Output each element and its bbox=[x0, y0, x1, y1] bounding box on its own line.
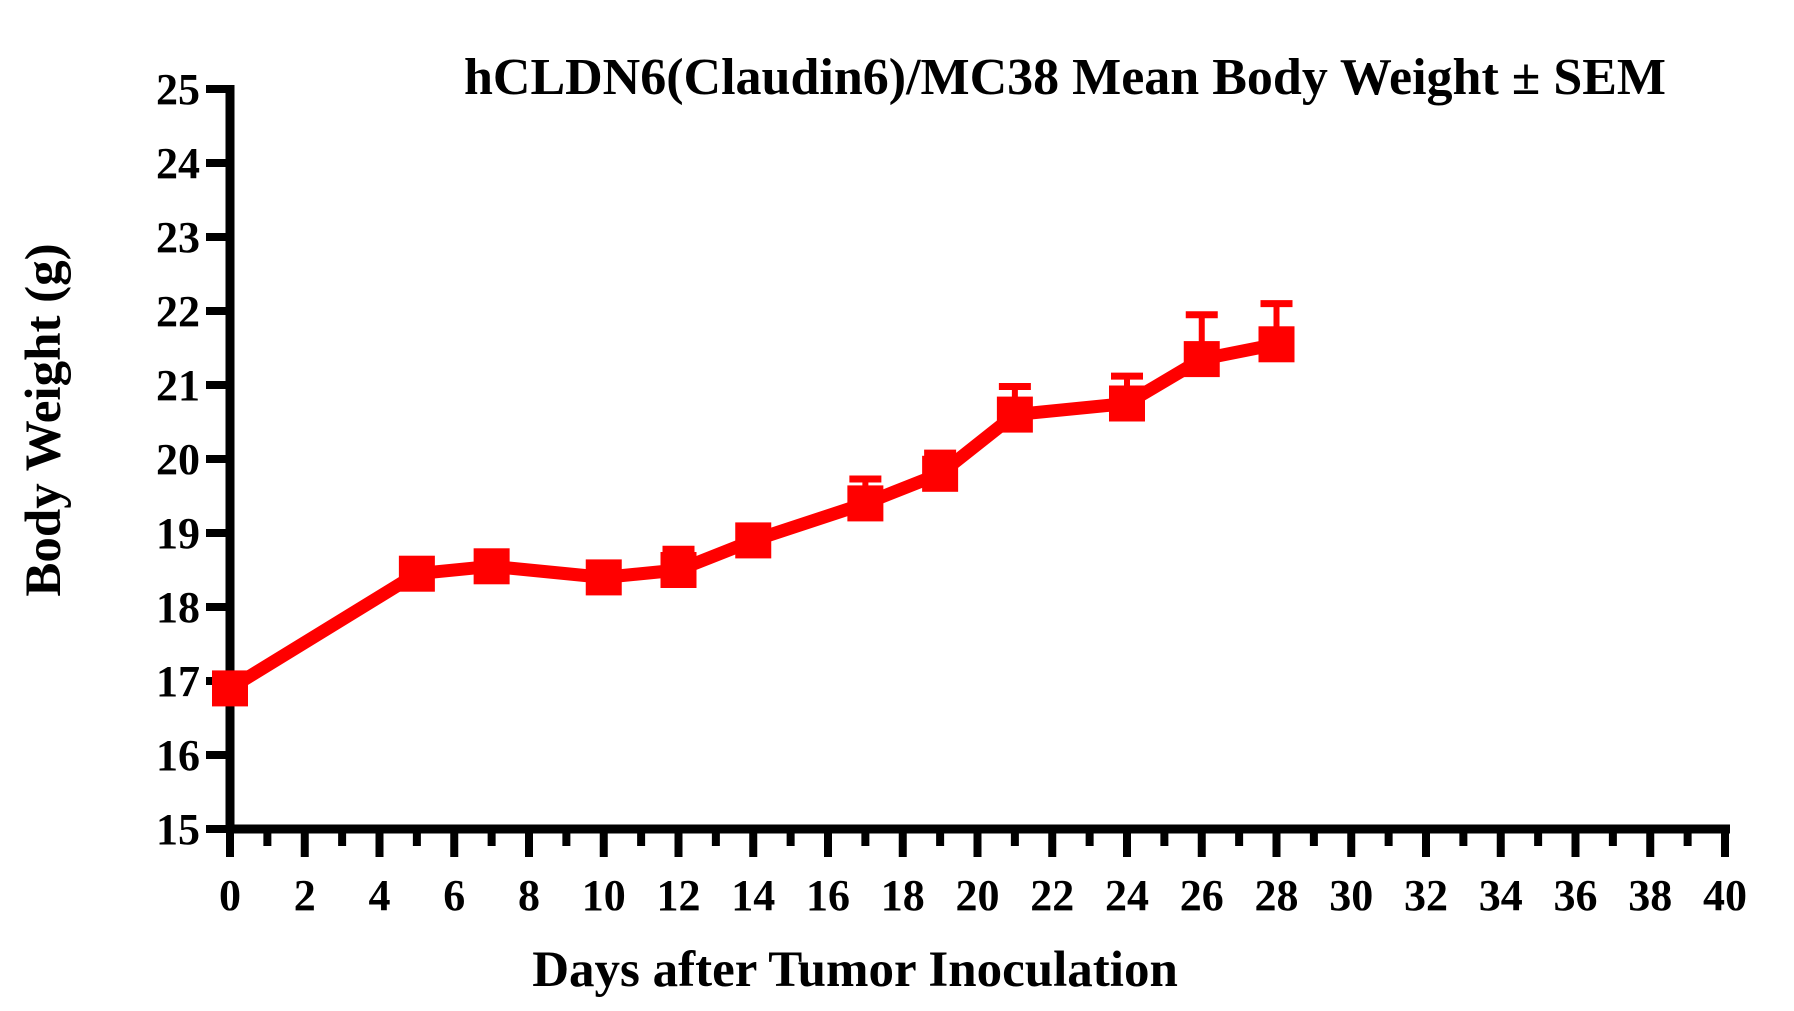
x-tick-label: 8 bbox=[518, 871, 540, 920]
data-point-marker bbox=[1258, 326, 1295, 363]
y-tick-label: 21 bbox=[156, 361, 200, 410]
x-tick-label: 16 bbox=[806, 871, 850, 920]
x-tick-label: 24 bbox=[1105, 871, 1149, 920]
y-axis-title: Body Weight (g) bbox=[16, 243, 72, 596]
y-tick-label: 23 bbox=[156, 213, 200, 262]
x-tick-label: 38 bbox=[1628, 871, 1672, 920]
x-tick-label: 6 bbox=[443, 871, 465, 920]
x-tick-label: 2 bbox=[294, 871, 316, 920]
x-tick-label: 20 bbox=[956, 871, 1000, 920]
x-tick-label: 12 bbox=[657, 871, 701, 920]
x-tick-label: 26 bbox=[1180, 871, 1224, 920]
y-tick-label: 16 bbox=[156, 731, 200, 780]
x-tick-label: 28 bbox=[1255, 871, 1299, 920]
x-axis-title: Days after Tumor Inoculation bbox=[532, 942, 1178, 998]
y-tick-label: 24 bbox=[156, 139, 200, 188]
data-point-marker bbox=[847, 485, 884, 522]
data-point-marker bbox=[1183, 341, 1220, 378]
chart-title: hCLDN6(Claudin6)/MC38 Mean Body Weight ±… bbox=[464, 49, 1666, 106]
x-tick-label: 4 bbox=[369, 871, 391, 920]
data-point-marker bbox=[996, 396, 1033, 433]
series-hcldn6-mc38 bbox=[212, 300, 1295, 707]
y-tick-label: 17 bbox=[156, 657, 200, 706]
y-tick-label: 15 bbox=[156, 805, 200, 854]
data-point-marker bbox=[1109, 385, 1145, 422]
x-tick-label: 32 bbox=[1404, 871, 1448, 920]
data-point-marker bbox=[735, 522, 772, 559]
x-tick-label: 36 bbox=[1554, 871, 1598, 920]
x-tick-label: 0 bbox=[219, 871, 241, 920]
y-tick-label: 18 bbox=[156, 583, 200, 632]
y-tick-label: 19 bbox=[156, 509, 200, 558]
x-tick-label: 34 bbox=[1479, 871, 1523, 920]
x-tick-label: 40 bbox=[1703, 871, 1747, 920]
y-tick-label: 25 bbox=[156, 65, 200, 114]
x-tick-label: 10 bbox=[582, 871, 626, 920]
data-point-marker bbox=[473, 548, 510, 585]
data-point-marker bbox=[398, 555, 435, 592]
data-point-marker bbox=[212, 670, 248, 707]
x-tick-label: 18 bbox=[881, 871, 925, 920]
data-point-marker bbox=[585, 559, 622, 596]
x-tick-label: 14 bbox=[731, 871, 775, 920]
data-point-marker bbox=[922, 455, 959, 492]
data-point-marker bbox=[660, 552, 697, 588]
y-tick-label: 22 bbox=[156, 287, 200, 336]
x-tick-label: 30 bbox=[1329, 871, 1373, 920]
x-tick-label: 22 bbox=[1030, 871, 1074, 920]
y-tick-label: 20 bbox=[156, 435, 200, 484]
